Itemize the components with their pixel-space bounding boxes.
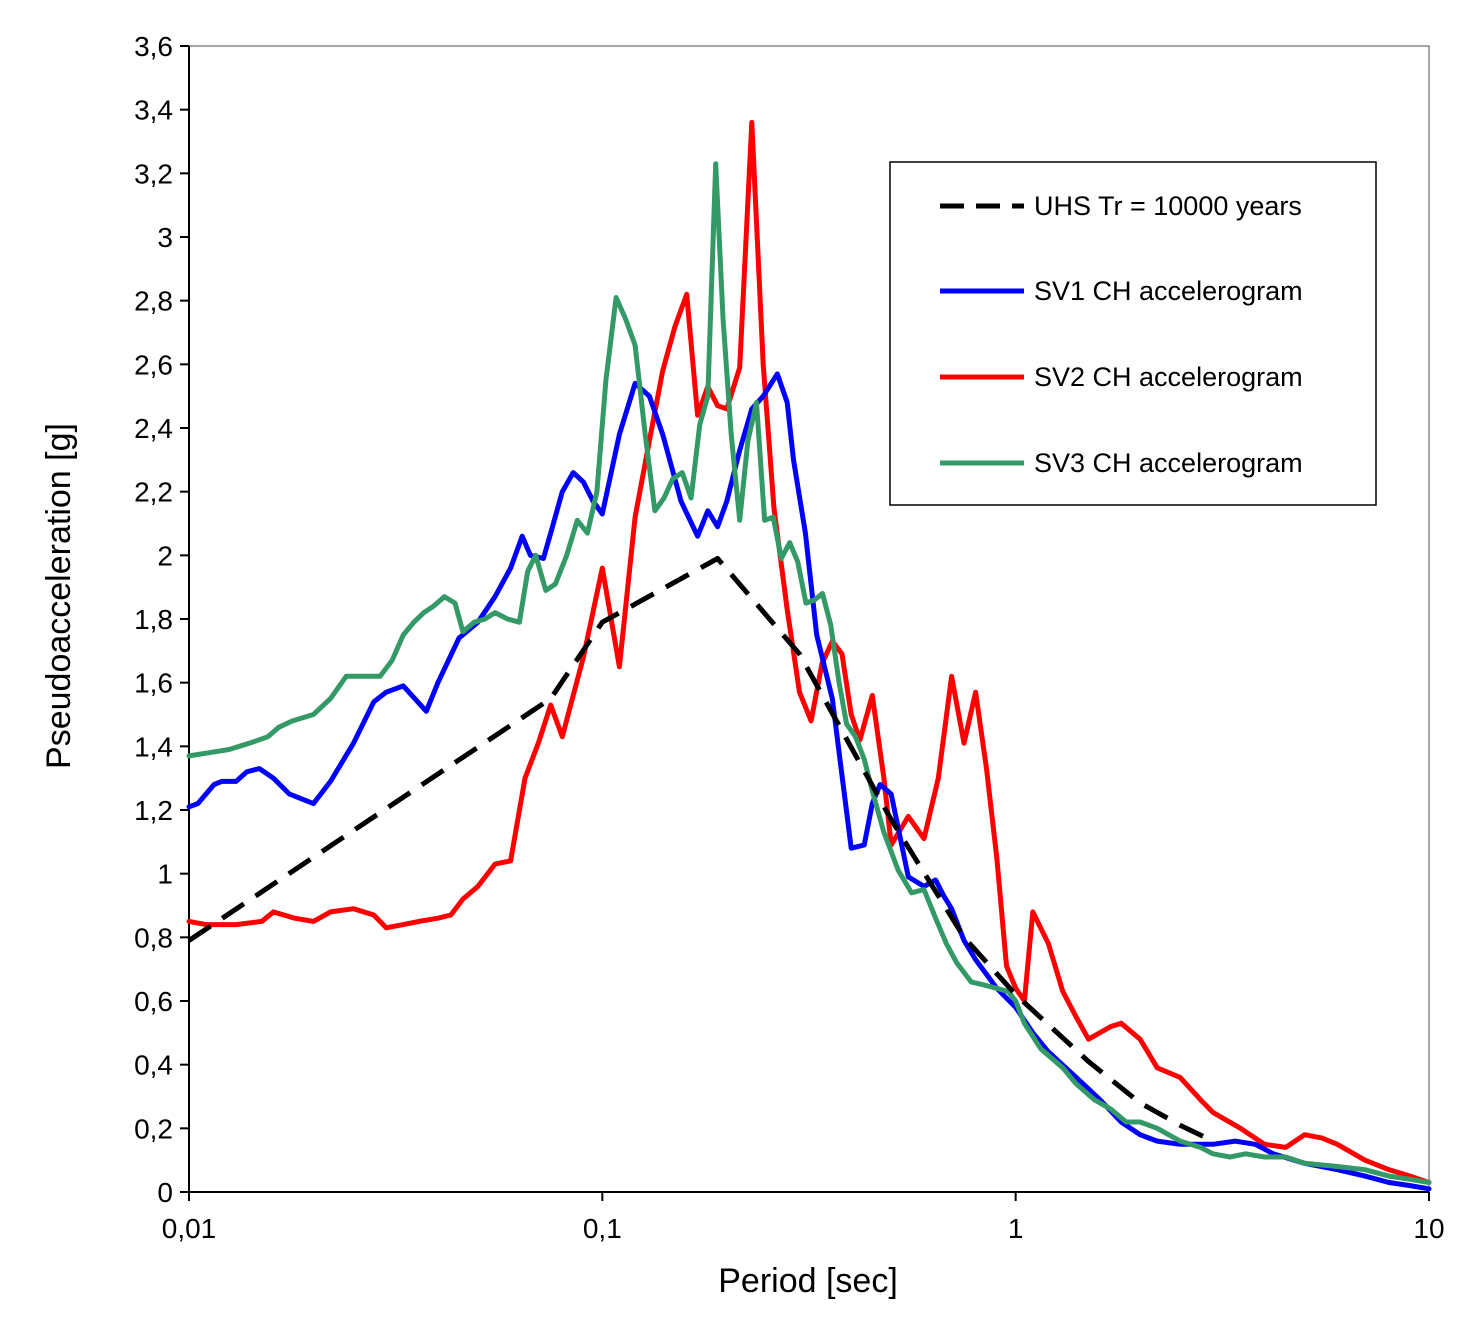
y-tick-label: 3	[157, 222, 173, 253]
series-line-sv1	[186, 371, 1432, 1192]
y-tick-label: 0,4	[134, 1050, 173, 1081]
y-tick-label: 0,2	[134, 1113, 173, 1144]
x-tick-label: 10	[1413, 1213, 1444, 1244]
legend-box	[889, 161, 1377, 506]
y-tick-label: 1,8	[134, 604, 173, 635]
series-line-uhs	[187, 556, 1214, 1144]
legend-label-sv1: SV1 CH accelerogram	[1034, 276, 1303, 306]
y-tick-label: 2,4	[134, 413, 173, 444]
y-axis-ticks: 0 0,2 0,4 0,6 0,8 1 1,2 1,4 1,6 1,8 2 2,2 2,4 2,6 2,8 3…	[134, 31, 189, 1208]
series-line-sv3	[186, 161, 1432, 1185]
series-layer	[186, 119, 1432, 1192]
legend-label-uhs: UHS Tr = 10000 years	[1034, 191, 1302, 221]
y-tick-label: 1,2	[134, 795, 173, 826]
x-tick-label: 1	[1008, 1213, 1024, 1244]
y-tick-label: 1,4	[134, 731, 173, 762]
y-tick-label: 2,2	[134, 477, 173, 508]
x-tick-label: 0,01	[162, 1213, 217, 1244]
y-tick-label: 0,6	[134, 986, 173, 1017]
x-axis-title: Period [sec]	[718, 1262, 898, 1300]
y-axis-title: Pseudoacceleration [g]	[40, 423, 78, 769]
y-tick-label: 3,6	[134, 31, 173, 62]
x-axis-ticks: 0,01 0,1 1 10	[162, 1192, 1445, 1244]
legend-label-sv2: SV2 CH accelerogram	[1034, 362, 1303, 392]
y-tick-label: 3,2	[134, 158, 173, 189]
y-tick-label: 0,8	[134, 922, 173, 953]
y-tick-label: 1,6	[134, 668, 173, 699]
y-tick-label: 2	[157, 540, 173, 571]
y-tick-label: 2,8	[134, 286, 173, 317]
legend-label-sv3: SV3 CH accelerogram	[1034, 448, 1303, 478]
y-tick-label: 2,6	[134, 349, 173, 380]
series-line-sv2	[186, 119, 1432, 1185]
x-tick-label: 0,1	[583, 1213, 622, 1244]
y-tick-label: 3,4	[134, 95, 173, 126]
y-tick-label: 1	[157, 859, 173, 890]
legend: UHS Tr = 10000 years SV1 CH accelerogram…	[889, 161, 1377, 506]
y-tick-label: 0	[157, 1177, 173, 1208]
